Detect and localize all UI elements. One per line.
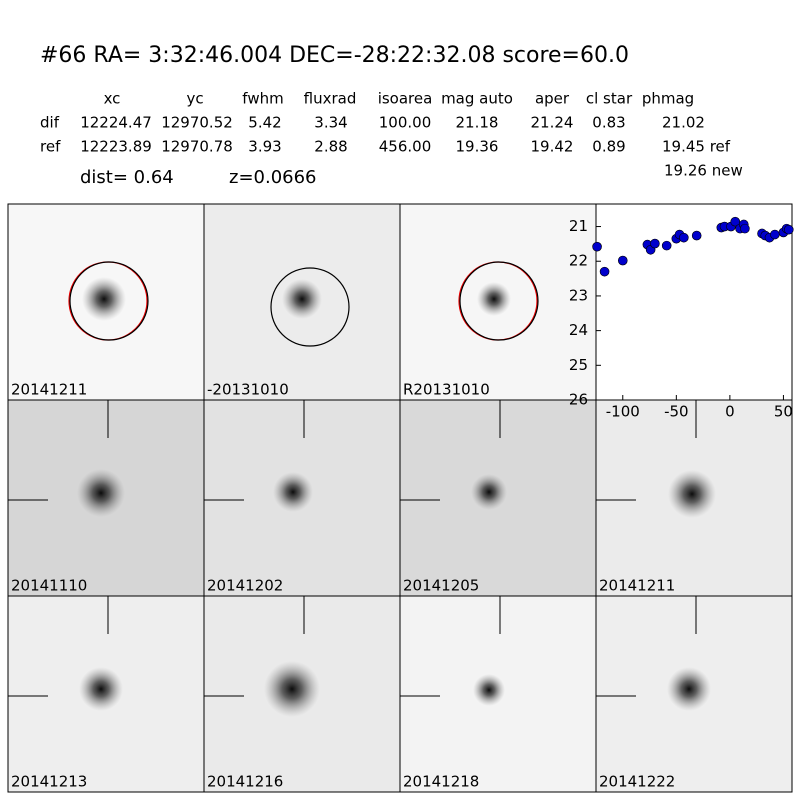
point [617, 255, 628, 266]
y-tick-label: 24 [569, 321, 588, 339]
table-cell: 12224.47 [80, 114, 152, 132]
title: #66 RA= 3:32:46.004 DEC=-28:22:32.08 sco… [40, 43, 629, 68]
table-cell: 12970.52 [161, 114, 233, 132]
point [592, 241, 602, 252]
point [783, 224, 794, 235]
table-cell: 19.42 [531, 138, 574, 156]
source-blob [477, 282, 511, 316]
column-header: mag auto [441, 90, 513, 108]
source-blob [282, 279, 322, 319]
stamp-label: 20141222 [599, 773, 675, 791]
column-header: phmag [642, 90, 694, 108]
point [650, 238, 660, 249]
source-blob [473, 674, 505, 706]
y-tick-label: 21 [569, 217, 588, 235]
y-tick-label: 22 [569, 252, 588, 270]
y-tick-label: 25 [569, 356, 588, 374]
table-cell: 100.00 [379, 114, 432, 132]
table-cell: 2.88 [314, 138, 347, 156]
table-cell: 12970.78 [161, 138, 233, 156]
column-header: fluxrad [304, 90, 357, 108]
stamp-label: 20141202 [207, 577, 283, 595]
aperture [69, 261, 149, 341]
column-header: cl star [586, 90, 633, 108]
aperture [270, 267, 350, 347]
x-tick-label: -100 [606, 403, 640, 421]
table-cell: 19.36 [456, 138, 499, 156]
table-cell: 0.89 [592, 138, 625, 156]
table-cell: 21.24 [531, 114, 574, 132]
point [730, 216, 741, 227]
stamp-label: 20141211 [599, 577, 675, 595]
table-extra: 19.26 new [664, 162, 743, 180]
source-blob [667, 667, 711, 711]
point [661, 240, 672, 251]
point [679, 232, 689, 243]
column-header: aper [535, 90, 570, 108]
row-label: ref [40, 138, 61, 156]
table-cell: 21.18 [456, 114, 499, 132]
stamp-label: 20141218 [403, 773, 479, 791]
source-blob [77, 469, 125, 517]
x-tick-label: 50 [774, 403, 793, 421]
column-header: fwhm [242, 90, 283, 108]
aperture [459, 261, 539, 341]
source-blob [668, 470, 716, 518]
y-tick-label: 26 [569, 391, 588, 409]
point [740, 223, 750, 234]
point [770, 229, 780, 240]
point [691, 230, 702, 241]
table-cell: 0.83 [592, 114, 625, 132]
table-cell: 3.34 [314, 114, 347, 132]
stamp-label: 20141211 [11, 381, 87, 399]
redshift: z=0.0666 [229, 167, 317, 188]
point [599, 266, 610, 277]
source-blob [471, 474, 507, 510]
table-cell: 12223.89 [80, 138, 152, 156]
column-header: yc [186, 90, 203, 108]
stamp-label: 20141213 [11, 773, 87, 791]
table-cell: 21.02 [662, 114, 705, 132]
source-blob [79, 667, 123, 711]
column-header: isoarea [378, 90, 433, 108]
x-tick-label: -50 [664, 403, 689, 421]
table-cell: 5.42 [248, 114, 281, 132]
stamp-label: 20141110 [11, 577, 87, 595]
table-cell: 456.00 [379, 138, 432, 156]
stamp-label: R20131010 [403, 381, 490, 399]
source-blob [273, 472, 313, 512]
stamp-label: 20141205 [403, 577, 479, 595]
source-blob [82, 277, 126, 321]
x-tick-label: 0 [725, 403, 735, 421]
source-blob [264, 661, 320, 717]
dist: dist= 0.64 [80, 167, 174, 188]
stamp-label: 20141216 [207, 773, 283, 791]
table-cell: 3.93 [248, 138, 281, 156]
column-header: xc [104, 90, 121, 108]
y-tick-label: 23 [569, 286, 588, 304]
stamp-label: -20131010 [207, 381, 289, 399]
table-cell: 19.45 ref [662, 138, 731, 156]
row-label: dif [40, 114, 60, 132]
